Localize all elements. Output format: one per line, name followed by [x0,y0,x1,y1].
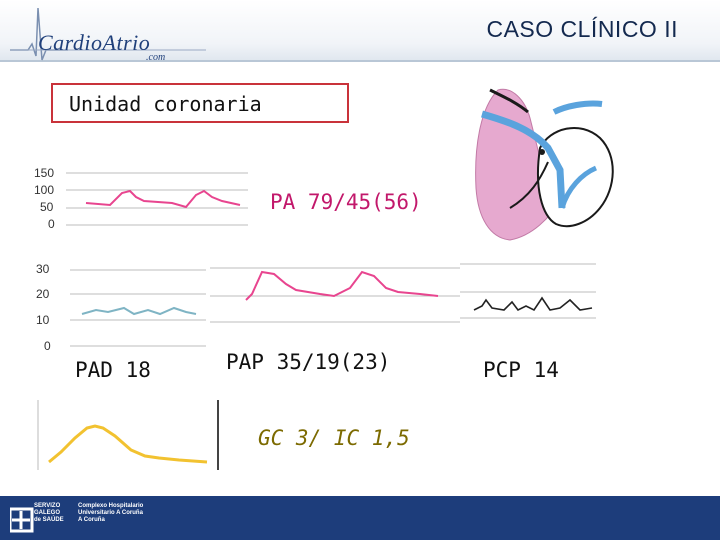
pa-axis-100: 100 [34,183,55,197]
pad-axis-20: 20 [36,287,50,301]
pap-waveform-panel [210,262,460,332]
pap-label: PAP 35/19(23) [226,350,391,374]
sergas-logo [10,505,170,535]
pa-waveform-panel [26,157,250,231]
footer-org2-line1: Complexo Hospitalario [78,503,144,509]
footer-band [0,496,720,540]
heart-diagram [470,78,620,243]
pad-axis-10: 10 [36,313,50,327]
logo-text: CardioAtrio [38,30,151,55]
gc-label: GC 3/ IC 1,5 [258,426,410,450]
heartbeat-icon [10,7,206,61]
pcp-label: PCP 14 [483,358,559,382]
pcp-waveform-panel [460,258,596,330]
page-title: CASO CLÍNICO II [486,16,678,42]
unit-label: Unidad coronaria [69,92,262,116]
pad-label: PAD 18 [75,358,151,382]
pa-axis-150: 150 [34,166,55,180]
footer-org2: Complexo Hospitalario Universitario A Co… [78,503,143,524]
gc-waveform-panel [37,400,219,470]
header-band [0,0,720,62]
header-divider [0,60,720,62]
footer-org1-line2: GALEGO [34,510,61,516]
unit-box: Unidad coronaria [51,83,349,123]
pa-label: PA 79/45(56) [270,190,422,214]
pad-axis-30: 30 [36,262,50,276]
footer-org2-line2: Universitario A Coruña [78,510,143,516]
footer-org1-line3: de SAÚDE [34,517,64,523]
cardioatrio-logo [8,6,208,62]
pa-axis-50: 50 [40,200,54,214]
footer-org1: SERVIZO GALEGO de SAÚDE [34,503,64,524]
logo-sub: .com [146,52,166,63]
pa-axis-0: 0 [48,217,55,231]
pad-axis-0: 0 [44,339,51,353]
footer-org1-line1: SERVIZO [34,503,61,509]
footer-org2-line3: A Coruña [78,517,105,523]
pad-waveform-panel [24,258,208,350]
